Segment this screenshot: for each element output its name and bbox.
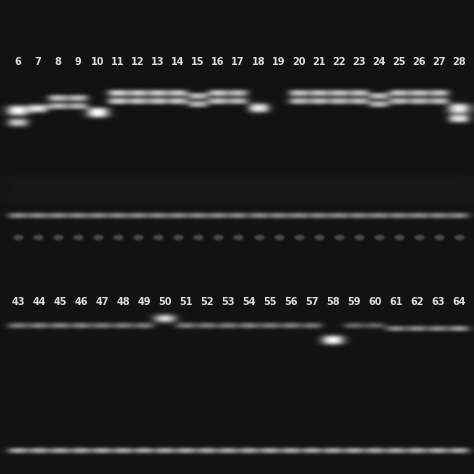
Text: 58: 58 [326,297,340,307]
Text: 12: 12 [131,57,145,67]
Text: 14: 14 [171,57,185,67]
Text: 22: 22 [332,57,346,67]
Text: 61: 61 [389,297,403,307]
Text: 9: 9 [74,57,82,67]
Text: 15: 15 [191,57,205,67]
Text: 64: 64 [452,297,466,307]
Text: 43: 43 [11,297,25,307]
Text: 45: 45 [53,297,67,307]
Text: 18: 18 [252,57,266,67]
Text: 47: 47 [95,297,109,307]
Text: 23: 23 [352,57,366,67]
Text: 48: 48 [116,297,130,307]
Text: 60: 60 [368,297,382,307]
Text: 59: 59 [347,297,361,307]
Text: 46: 46 [74,297,88,307]
Text: 26: 26 [412,57,426,67]
Text: 16: 16 [211,57,225,67]
Text: 54: 54 [242,297,256,307]
Text: 52: 52 [200,297,214,307]
Text: 7: 7 [35,57,41,67]
Text: 62: 62 [410,297,424,307]
Text: 44: 44 [32,297,46,307]
Text: 13: 13 [151,57,165,67]
Text: 28: 28 [452,57,466,67]
Text: 55: 55 [263,297,277,307]
Text: 51: 51 [179,297,193,307]
Text: 21: 21 [312,57,326,67]
Text: 53: 53 [221,297,235,307]
Text: 19: 19 [272,57,286,67]
Text: 20: 20 [292,57,306,67]
Text: 49: 49 [137,297,151,307]
Text: 6: 6 [15,57,21,67]
Text: 27: 27 [432,57,446,67]
Text: 10: 10 [91,57,105,67]
Text: 17: 17 [231,57,245,67]
Text: 57: 57 [305,297,319,307]
Text: 8: 8 [55,57,62,67]
Text: 63: 63 [431,297,445,307]
Text: 50: 50 [158,297,172,307]
Text: 56: 56 [284,297,298,307]
Text: 11: 11 [111,57,125,67]
Text: 24: 24 [372,57,386,67]
Text: 25: 25 [392,57,406,67]
